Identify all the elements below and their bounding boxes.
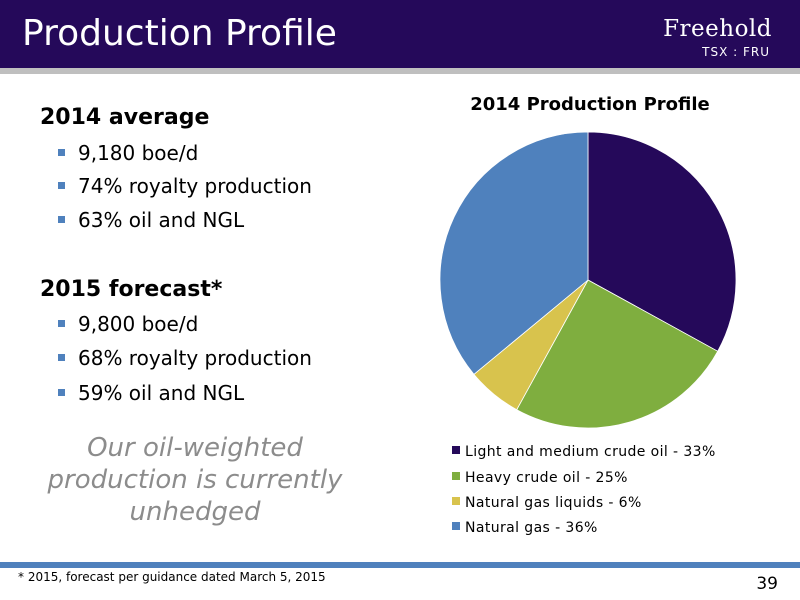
section-heading-2014: 2014 average xyxy=(40,105,210,130)
legend-label: Natural gas - 36% xyxy=(465,520,598,536)
page-title: Production Profile xyxy=(22,13,337,54)
bullet-text: 68% royalty production xyxy=(78,346,312,370)
pie-slice-light-medium-crude xyxy=(587,131,737,352)
bullet-marker xyxy=(58,216,65,223)
bullet-marker xyxy=(58,320,65,327)
bullet-marker xyxy=(58,354,65,361)
bullet-text: 59% oil and NGL xyxy=(78,381,245,405)
header-divider xyxy=(0,68,800,74)
bullet-item: 68% royalty production xyxy=(58,345,312,371)
legend-item-natural-gas: Natural gas - 36% xyxy=(452,519,598,537)
legend-swatch xyxy=(452,497,460,505)
bullet-text: 9,800 boe/d xyxy=(78,312,199,336)
company-ticker: TSX : FRU xyxy=(702,45,770,59)
footer-bar xyxy=(0,562,800,568)
bullet-item: 59% oil and NGL xyxy=(58,380,244,406)
bullet-marker xyxy=(58,182,65,189)
footnote: * 2015, forecast per guidance dated Marc… xyxy=(18,570,326,584)
pie-slice-heavy-crude xyxy=(516,279,719,429)
bullet-item: 9,180 boe/d xyxy=(58,140,198,166)
pie-chart xyxy=(439,131,737,429)
page-number: 39 xyxy=(756,574,778,594)
legend-item-heavy-crude: Heavy crude oil - 25% xyxy=(452,469,628,487)
chart-title: 2014 Production Profile xyxy=(470,94,710,115)
bullet-text: 74% royalty production xyxy=(78,174,312,198)
legend-swatch xyxy=(452,522,460,530)
legend-item-light-medium-crude: Light and medium crude oil - 33% xyxy=(452,443,716,461)
legend-item-ngl: Natural gas liquids - 6% xyxy=(452,494,642,512)
unhedged-tagline: Our oil-weighted production is currently… xyxy=(47,433,343,527)
bullet-text: 63% oil and NGL xyxy=(78,208,245,232)
bullet-marker xyxy=(58,149,65,156)
bullet-item: 9,800 boe/d xyxy=(58,311,198,337)
legend-label: Natural gas liquids - 6% xyxy=(465,495,642,511)
pie-slice-natural-gas xyxy=(439,131,589,375)
legend-label: Light and medium crude oil - 33% xyxy=(465,444,716,460)
bullet-item: 74% royalty production xyxy=(58,173,312,199)
legend-swatch xyxy=(452,446,460,454)
legend-label: Heavy crude oil - 25% xyxy=(465,470,628,486)
company-logo-name: Freehold xyxy=(663,16,772,42)
header-bar xyxy=(0,0,800,68)
legend-swatch xyxy=(452,472,460,480)
bullet-text: 9,180 boe/d xyxy=(78,141,199,165)
bullet-item: 63% oil and NGL xyxy=(58,207,244,233)
section-heading-2015: 2015 forecast* xyxy=(40,277,223,302)
bullet-marker xyxy=(58,389,65,396)
